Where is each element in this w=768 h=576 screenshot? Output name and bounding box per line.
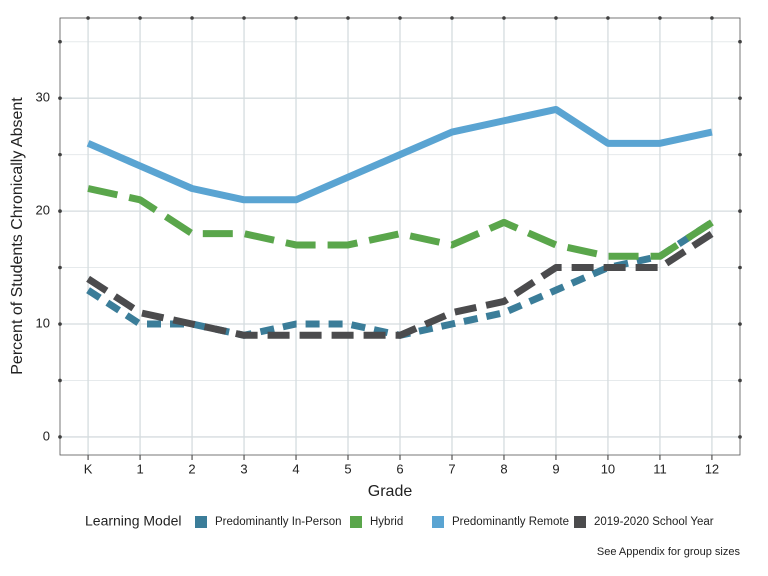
legend-label: Predominantly Remote: [452, 516, 569, 528]
legend-title: Learning Model: [85, 513, 182, 529]
x-tick-label: 7: [448, 461, 455, 476]
x-tick-label: 12: [705, 461, 719, 476]
x-tick-label: 8: [500, 461, 507, 476]
series-line: [86, 105, 713, 204]
legend-label: Hybrid: [370, 516, 403, 528]
x-tick-label: 2: [188, 461, 195, 476]
x-axis-label: Grade: [368, 483, 413, 500]
x-tick-label: 9: [552, 461, 559, 476]
legend-swatch: [574, 516, 586, 528]
x-tick-label: K: [84, 461, 93, 476]
x-tick-label: 1: [136, 461, 143, 476]
y-tick-label: 20: [36, 203, 50, 218]
y-axis-label: Percent of Students Chronically Absent: [9, 97, 26, 375]
legend-swatch: [432, 516, 444, 528]
x-tick-label: 3: [240, 461, 247, 476]
x-tick-label: 4: [292, 461, 299, 476]
legend-swatch: [350, 516, 362, 528]
y-tick-label: 10: [36, 315, 50, 330]
x-tick-label: 10: [601, 461, 615, 476]
legend-swatch: [195, 516, 207, 528]
x-tick-label: 6: [396, 461, 403, 476]
x-tick-label: 5: [344, 461, 351, 476]
y-tick-label: 0: [43, 428, 50, 443]
legend-label: 2019-2020 School Year: [594, 516, 714, 528]
x-tick-label: 11: [653, 461, 667, 476]
plot-frame: [59, 17, 741, 456]
series-line: [86, 230, 714, 339]
caption: See Appendix for group sizes: [597, 546, 741, 558]
y-tick-label: 30: [36, 90, 50, 105]
legend-label: Predominantly In-Person: [215, 516, 342, 528]
